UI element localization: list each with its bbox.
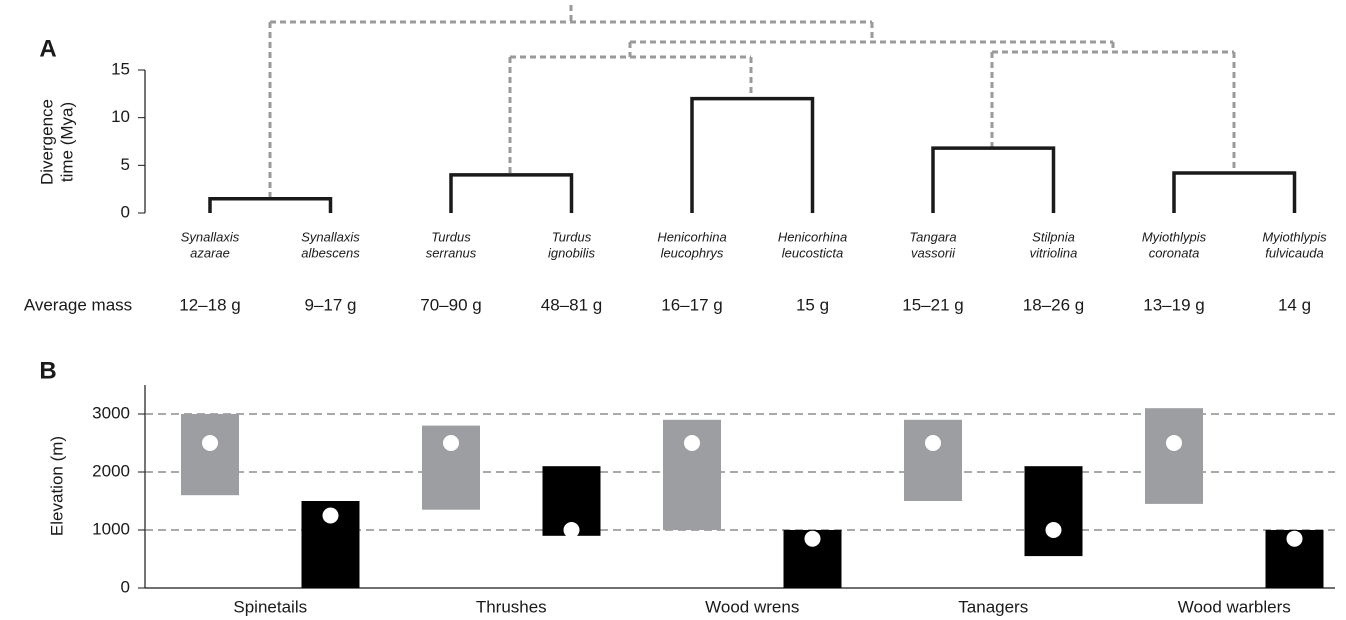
mass-label: 13–19 g — [1143, 295, 1204, 314]
species-genus: Henicorhina — [657, 229, 726, 244]
mean-dot — [322, 507, 339, 524]
range-bar — [904, 419, 962, 501]
species-epithet: leucosticta — [782, 245, 843, 260]
species-genus: Turdus — [552, 229, 592, 244]
range-bar — [1024, 466, 1083, 557]
mass-label: 48–81 g — [541, 295, 602, 314]
x-tick-label: Wood warblers — [1178, 597, 1291, 616]
x-tick-label: Tanagers — [958, 597, 1028, 616]
x-tick-label: Wood wrens — [705, 597, 799, 616]
y-axis-label: Divergence — [37, 99, 56, 185]
clade-bracket — [690, 96, 815, 213]
mass-label: 15 g — [796, 295, 829, 314]
species-genus: Myiothlypis — [1142, 229, 1207, 244]
range-bar — [1145, 408, 1203, 504]
clade-bracket — [931, 146, 1056, 213]
panel-label: A — [39, 35, 56, 62]
row-label: Average mass — [24, 295, 132, 314]
species-genus: Synallaxis — [301, 229, 360, 244]
species-genus: Synallaxis — [181, 229, 240, 244]
y-tick-label: 1000 — [92, 519, 130, 538]
species-epithet: coronata — [1149, 245, 1200, 260]
y-tick-label: 10 — [111, 107, 130, 126]
species-genus: Turdus — [431, 229, 471, 244]
clade-bracket — [1172, 171, 1297, 213]
mean-dot — [1166, 435, 1182, 451]
species-epithet: ignobilis — [548, 245, 595, 260]
species-epithet: serranus — [426, 245, 477, 260]
y-tick-label: 15 — [111, 59, 130, 78]
x-tick-label: Spinetails — [233, 597, 307, 616]
range-bar — [181, 414, 239, 496]
deep-tree — [268, 5, 1236, 199]
mean-dot — [925, 435, 941, 451]
mean-dot — [443, 435, 459, 451]
x-tick-label: Thrushes — [476, 597, 547, 616]
y-tick-label: 0 — [121, 577, 130, 596]
species-genus: Tangara — [909, 229, 956, 244]
mean-dot — [563, 522, 580, 538]
mean-dot — [202, 435, 218, 451]
mean-dot — [804, 530, 821, 547]
species-epithet: azarae — [190, 245, 230, 260]
mass-label: 16–17 g — [661, 295, 722, 314]
mean-dot — [684, 435, 700, 451]
clade-bracket — [449, 173, 574, 213]
clade-bracket — [208, 196, 333, 213]
species-epithet: vassorii — [911, 245, 956, 260]
species-genus: Myiothlypis — [1262, 229, 1327, 244]
species-epithet: fulvicauda — [1265, 245, 1324, 260]
mass-label: 70–90 g — [420, 295, 481, 314]
y-tick-label: 3000 — [92, 403, 130, 422]
mass-label: 14 g — [1278, 295, 1311, 314]
mass-label: 15–21 g — [902, 295, 963, 314]
mean-dot — [1045, 522, 1062, 538]
species-epithet: leucophrys — [661, 245, 724, 260]
mass-label: 9–17 g — [305, 295, 357, 314]
y-tick-label: 0 — [121, 202, 130, 221]
y-tick-label: 5 — [121, 155, 130, 174]
species-genus: Stilpnia — [1032, 229, 1075, 244]
mean-dot — [1286, 530, 1303, 547]
species-epithet: albescens — [301, 245, 360, 260]
mass-label: 12–18 g — [179, 295, 240, 314]
panel-label: B — [39, 357, 56, 384]
species-epithet: vitriolina — [1030, 245, 1078, 260]
species-genus: Henicorhina — [778, 229, 847, 244]
y-axis-label: time (Mya) — [57, 102, 76, 182]
y-axis-label: Elevation (m) — [47, 436, 66, 536]
mass-label: 18–26 g — [1023, 295, 1084, 314]
y-tick-label: 2000 — [92, 461, 130, 480]
